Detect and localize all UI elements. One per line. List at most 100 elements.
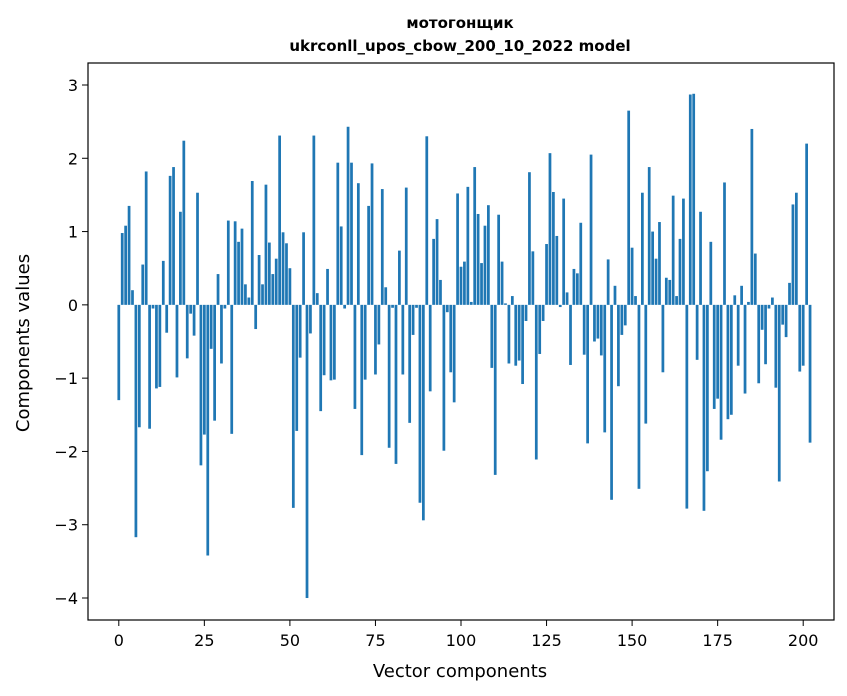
bar	[168, 175, 172, 305]
bar	[432, 238, 435, 305]
bar	[582, 304, 586, 355]
bar	[172, 167, 175, 305]
bar	[220, 304, 223, 364]
bar	[534, 304, 538, 460]
bar	[641, 192, 644, 305]
bar	[264, 184, 268, 305]
bar	[384, 287, 388, 305]
bar	[750, 128, 754, 305]
bar	[541, 304, 545, 321]
bar	[131, 290, 134, 305]
bar	[254, 304, 258, 330]
bar	[558, 304, 562, 308]
bar	[206, 304, 210, 556]
bar	[333, 304, 336, 380]
y-tick-label: −2	[54, 442, 78, 461]
bar	[716, 304, 720, 399]
y-tick-label: 1	[68, 223, 78, 242]
bar	[634, 296, 637, 305]
bar	[480, 263, 483, 305]
bar	[336, 162, 340, 305]
bar	[801, 304, 805, 366]
y-tick-label: −3	[54, 516, 78, 535]
bar	[237, 241, 240, 305]
bar	[555, 235, 559, 305]
bar	[298, 304, 302, 358]
y-tick-label: 3	[68, 76, 78, 95]
bar	[120, 233, 124, 305]
bar	[623, 304, 627, 326]
bar	[610, 304, 613, 500]
bar	[675, 296, 678, 305]
bar	[531, 251, 535, 305]
bar	[329, 304, 333, 381]
bar	[278, 135, 281, 305]
bar	[483, 225, 487, 305]
bar	[449, 304, 453, 373]
y-tick-label: 0	[68, 296, 78, 315]
bar	[339, 226, 343, 305]
y-tick-label: 2	[68, 149, 78, 168]
bar	[579, 222, 583, 305]
bar	[295, 304, 299, 431]
x-tick-label: 175	[702, 631, 733, 650]
bar	[439, 279, 442, 305]
bar	[271, 274, 275, 305]
bar	[415, 304, 418, 308]
bar	[360, 304, 364, 456]
bar	[240, 228, 244, 305]
bar	[688, 94, 692, 305]
y-axis-label: Components values	[13, 254, 34, 432]
bar	[774, 304, 778, 388]
bar	[377, 304, 381, 345]
bar	[268, 242, 271, 305]
bar	[507, 304, 511, 364]
bar	[421, 304, 425, 521]
bar	[309, 304, 312, 334]
bar	[661, 304, 665, 373]
bar	[418, 304, 422, 503]
bar	[456, 193, 459, 305]
bar	[500, 261, 504, 305]
bar	[226, 220, 230, 305]
bar	[736, 304, 740, 366]
bar	[233, 221, 237, 305]
bar	[729, 304, 733, 415]
bar	[664, 277, 668, 305]
bars-group	[117, 93, 812, 599]
bar	[476, 213, 480, 305]
bar	[695, 304, 699, 360]
bar	[117, 304, 121, 401]
bar	[257, 255, 261, 305]
bar	[244, 284, 247, 305]
bar	[158, 304, 162, 387]
bar	[189, 304, 193, 314]
bar	[805, 143, 808, 305]
bar	[524, 304, 528, 321]
bar	[726, 304, 730, 420]
bar	[760, 304, 764, 330]
bar	[538, 304, 542, 354]
bar	[425, 136, 429, 305]
bar	[473, 167, 477, 305]
bar	[781, 304, 785, 325]
bar	[757, 304, 761, 384]
bar	[134, 304, 138, 538]
bar	[627, 110, 631, 305]
bar	[192, 304, 196, 336]
plot-frame	[87, 62, 835, 621]
bar	[374, 304, 377, 375]
bar	[647, 167, 651, 305]
bar	[463, 261, 466, 305]
bar	[798, 304, 802, 372]
bar	[510, 296, 514, 305]
bar	[712, 304, 716, 409]
bar	[589, 154, 593, 305]
bar	[593, 304, 596, 342]
bar	[521, 304, 524, 385]
bar	[213, 304, 216, 421]
bar	[367, 205, 370, 305]
bar	[572, 268, 576, 305]
